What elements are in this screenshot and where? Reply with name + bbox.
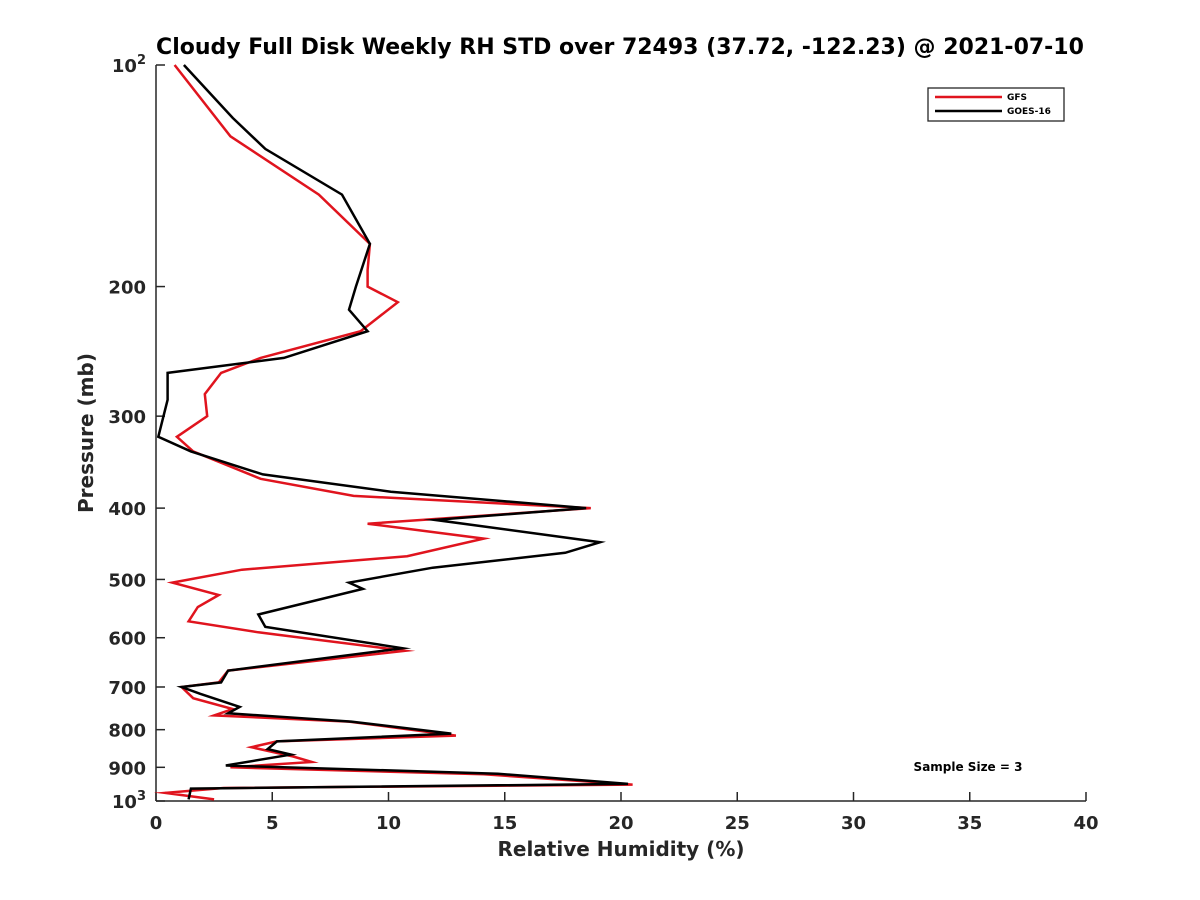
x-tick-label: 20 [608, 813, 633, 834]
x-tick-label: 5 [266, 813, 279, 834]
y-tick-label: 200 [108, 278, 146, 299]
x-tick-label: 40 [1073, 813, 1098, 834]
y-tick-label: 300 [108, 407, 146, 428]
y-tick-base: 10 [112, 792, 137, 813]
y-tick-base: 10 [112, 56, 137, 77]
x-tick-label: 35 [957, 813, 982, 834]
y-tick-label: 400 [108, 499, 146, 520]
y-tick-label: 600 [108, 629, 146, 650]
legend-label: GOES-16 [1007, 107, 1051, 117]
y-tick-label: 800 [108, 721, 146, 742]
x-tick-label: 25 [725, 813, 750, 834]
legend-box [927, 87, 1065, 122]
axes [155, 65, 1086, 802]
y-axis-label: Pressure (mb) [74, 353, 98, 513]
x-ticks: 0 5 10 15 20 25 30 35 40 [150, 792, 1099, 834]
legend: GFS GOES-16 [927, 87, 1065, 122]
series-layer [153, 64, 633, 801]
x-tick-label: 0 [150, 813, 163, 834]
x-axis-label: Relative Humidity (%) [497, 837, 744, 861]
series-line-gfs [153, 64, 633, 801]
y-tick-label: 103 [112, 789, 146, 813]
legend-label: GFS [1007, 93, 1027, 103]
y-tick-label: 102 [112, 53, 146, 77]
x-tick-label: 15 [492, 813, 517, 834]
y-tick-label: 500 [108, 570, 146, 591]
x-tick-label: 30 [841, 813, 866, 834]
chart-title: Cloudy Full Disk Weekly RH STD over 7249… [156, 35, 1084, 60]
y-tick-exponent: 3 [137, 789, 146, 804]
y-tick-label: 700 [108, 678, 146, 699]
y-tick-label: 900 [108, 758, 146, 779]
y-tick-exponent: 2 [137, 53, 146, 68]
series-line-goes-16 [156, 64, 629, 800]
x-tick-label: 10 [376, 813, 401, 834]
sample-size-annotation: Sample Size = 3 [914, 760, 1023, 774]
